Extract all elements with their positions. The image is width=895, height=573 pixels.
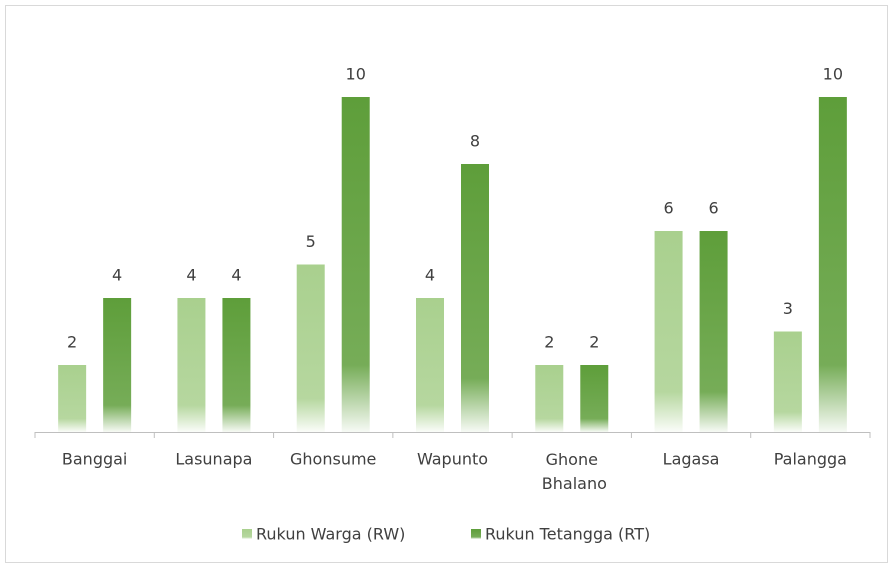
- bar: [58, 365, 87, 432]
- legend-swatch: [242, 529, 252, 539]
- chart-border: [5, 5, 888, 563]
- data-label: 6: [663, 199, 673, 218]
- bar: [818, 97, 847, 432]
- x-tick-label: Wapunto: [417, 450, 488, 469]
- data-label: 4: [425, 266, 435, 285]
- bar: [580, 365, 609, 432]
- x-tick-label: Ghone Bhalano: [537, 450, 607, 493]
- legend-label: Rukun Warga (RW): [256, 525, 405, 544]
- data-label: 8: [470, 132, 480, 151]
- data-label: 4: [231, 266, 241, 285]
- bar: [341, 97, 370, 432]
- bar: [654, 231, 683, 432]
- data-label: 4: [112, 266, 122, 285]
- bar: [773, 331, 802, 432]
- x-tick-label: Lasunapa: [175, 450, 252, 469]
- data-label: 10: [346, 65, 366, 84]
- data-label: 6: [708, 199, 718, 218]
- bar: [416, 298, 444, 432]
- legend-swatch: [471, 529, 481, 539]
- bar: [222, 298, 251, 432]
- data-label: 5: [306, 232, 316, 251]
- data-label: 4: [186, 266, 196, 285]
- data-label: 2: [67, 333, 77, 352]
- x-tick-label: Banggai: [62, 450, 127, 469]
- data-label: 10: [823, 65, 843, 84]
- legend-label: Rukun Tetangga (RT): [485, 525, 650, 544]
- bar: [699, 231, 728, 432]
- bar: [103, 298, 132, 432]
- x-tick-label: Palangga: [774, 450, 847, 469]
- data-label: 3: [783, 299, 793, 318]
- data-label: 2: [589, 333, 599, 352]
- bar: [177, 298, 206, 432]
- bar: [461, 164, 489, 432]
- data-label: 2: [544, 333, 554, 352]
- bar: [296, 264, 325, 432]
- x-tick-label: Ghonsume: [290, 450, 376, 469]
- x-tick-label: Lagasa: [663, 450, 720, 469]
- bar: [535, 365, 564, 432]
